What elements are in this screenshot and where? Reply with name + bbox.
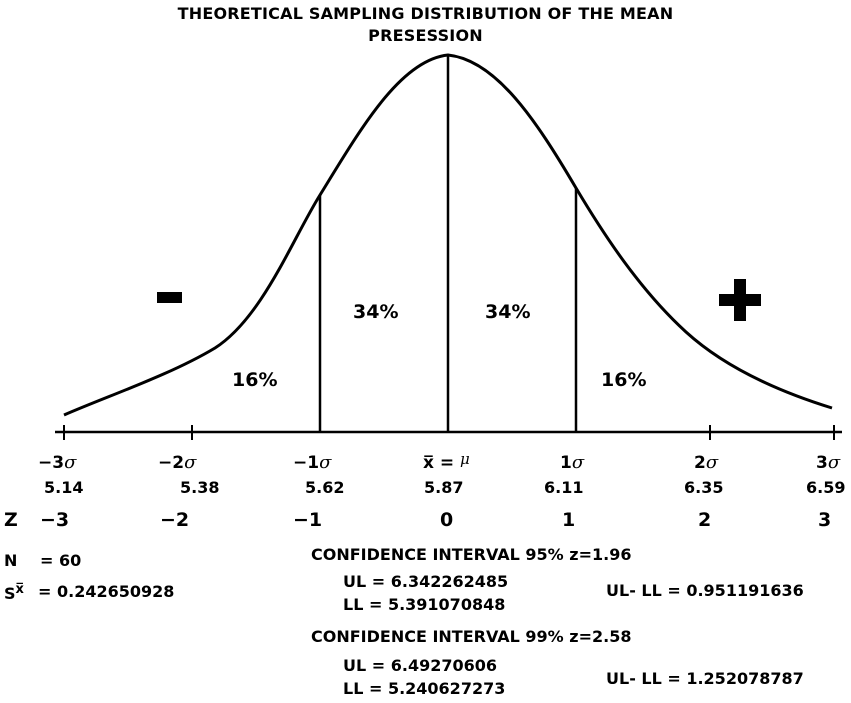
z-value-minus-3: −3: [40, 509, 70, 531]
z-value-2: 2: [698, 509, 712, 531]
percent-left-tail: 16%: [232, 369, 278, 391]
value-minus-3: 5.14: [44, 478, 84, 497]
bell-curve-diagram: [55, 53, 842, 440]
n-label: N: [4, 551, 18, 570]
z-value-3: 3: [818, 509, 832, 531]
diagram-title-line-1: THEORETICAL SAMPLING DISTRIBUTION OF THE…: [177, 4, 674, 23]
value-plus-2: 6.35: [684, 478, 724, 497]
sigma-label-plus-1: 1σ: [560, 452, 585, 473]
n-value: = 60: [40, 551, 82, 570]
standard-error-value: = 0.242650928: [38, 582, 175, 601]
ci95-upper-limit: UL = 6.342262485: [343, 572, 509, 591]
ci95-lower-limit: LL = 5.391070848: [343, 595, 506, 614]
z-value-minus-2: −2: [160, 509, 190, 531]
value-minus-2: 5.38: [180, 478, 220, 497]
sigma-label-minus-2: −2σ: [158, 452, 197, 473]
percent-right-tail: 16%: [601, 369, 647, 391]
z-value-0: 0: [440, 509, 454, 531]
z-value-1: 1: [562, 509, 576, 531]
z-row-label: Z: [4, 509, 18, 531]
value-plus-1: 6.11: [544, 478, 584, 497]
percent-left-mid: 34%: [353, 301, 399, 323]
value-mean: 5.87: [424, 478, 464, 497]
mean-label: x̅ = μ: [423, 450, 470, 473]
minus-sign-icon: [157, 292, 182, 303]
standard-error-label: Sx̅: [4, 582, 24, 603]
sigma-label-plus-3: 3σ: [816, 452, 841, 473]
ci99-lower-limit: LL = 5.240627273: [343, 679, 506, 698]
value-minus-1: 5.62: [305, 478, 345, 497]
diagram-title-line-2: PRESESSION: [368, 26, 483, 45]
ci95-range: UL- LL = 0.951191636: [606, 581, 804, 600]
plus-sign-icon-v: [734, 279, 746, 321]
value-plus-3: 6.59: [806, 478, 846, 497]
percent-right-mid: 34%: [485, 301, 531, 323]
sigma-label-minus-1: −1σ: [293, 452, 332, 473]
sigma-label-plus-2: 2σ: [694, 452, 719, 473]
z-value-minus-1: −1: [293, 509, 323, 531]
ci99-range: UL- LL = 1.252078787: [606, 669, 804, 688]
ci99-heading: CONFIDENCE INTERVAL 99% z=2.58: [311, 627, 632, 646]
ci99-upper-limit: UL = 6.49270606: [343, 656, 498, 675]
ci95-heading: CONFIDENCE INTERVAL 95% z=1.96: [311, 545, 632, 564]
sigma-label-minus-3: −3σ: [38, 452, 77, 473]
